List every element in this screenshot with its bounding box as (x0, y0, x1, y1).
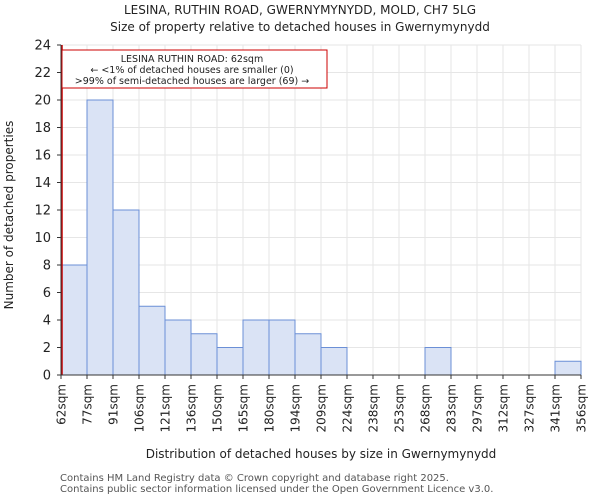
annotation-box: LESINA RUTHIN ROAD: 62sqm ← <1% of detac… (61, 49, 328, 89)
annotation-line-1: LESINA RUTHIN ROAD: 62sqm (121, 54, 263, 65)
histogram-bar (112, 209, 140, 376)
x-tick-label: 150sqm (211, 384, 225, 432)
histogram-bar (320, 347, 348, 376)
histogram-bar (242, 319, 270, 376)
x-tick-label: 194sqm (289, 384, 303, 432)
x-axis-label: Distribution of detached houses by size … (146, 447, 497, 461)
x-tick-label: 268sqm (419, 384, 433, 432)
histogram-bar (554, 360, 582, 376)
annotation-border (61, 49, 328, 89)
y-tick-label: 4 (43, 314, 51, 329)
x-tick-label: 238sqm (367, 384, 381, 432)
x-tick-label: 180sqm (263, 384, 277, 432)
y-tick-label: 24 (34, 39, 51, 54)
annotation-line-2: ← <1% of detached houses are smaller (0) (90, 65, 293, 76)
x-tick-label: 106sqm (133, 384, 147, 432)
x-tick-label: 62sqm (55, 384, 69, 425)
histogram-bar (138, 305, 166, 376)
x-tick-label: 327sqm (523, 384, 537, 432)
y-tick-label: 22 (34, 66, 51, 81)
x-tick-label: 136sqm (185, 384, 199, 432)
x-tick-labels: 62sqm 77sqm 91sqm 106sqm 121sqm 136sqm 150sqm 1… (55, 375, 589, 432)
x-tick-label: 341sqm (549, 384, 563, 432)
x-tick-label: 209sqm (315, 384, 329, 432)
histogram-bar (294, 333, 322, 376)
y-tick-label: 14 (34, 176, 51, 191)
x-tick-label: 121sqm (159, 384, 173, 432)
x-tick-label: 224sqm (341, 384, 355, 432)
y-tick-label: 12 (34, 204, 51, 219)
annotation-line-3: >99% of semi-detached houses are larger … (75, 76, 309, 87)
histogram-bar (60, 264, 88, 376)
x-tick-label: 356sqm (575, 384, 589, 432)
x-tick-label: 297sqm (471, 384, 485, 432)
histogram-bar (268, 319, 296, 376)
chart-title-address: LESINA, RUTHIN ROAD, GWERNYMYNYDD, MOLD,… (123, 3, 476, 17)
y-tick-label: 0 (43, 369, 51, 384)
histogram-bar (424, 347, 452, 376)
histogram-bar (216, 347, 244, 376)
y-tick-label: 20 (34, 94, 51, 109)
x-tick-label: 283sqm (445, 384, 459, 432)
histogram-bar (190, 333, 218, 376)
footer-copyright: Contains HM Land Registry data © Crown c… (60, 473, 449, 484)
x-tick-label: 312sqm (497, 384, 511, 432)
y-tick-label: 10 (34, 231, 51, 246)
y-tick-label: 16 (34, 149, 51, 164)
y-tick-label: 6 (43, 286, 51, 301)
histogram-bar (86, 99, 114, 376)
x-tick-label: 91sqm (107, 384, 121, 425)
chart-title: Size of property relative to detached ho… (110, 20, 490, 34)
histogram-bar (164, 319, 192, 376)
footer-licence: Contains public sector information licen… (60, 484, 494, 495)
x-tick-label: 165sqm (237, 384, 251, 432)
y-tick-label: 8 (43, 259, 51, 274)
x-tick-label: 77sqm (81, 384, 95, 425)
x-tick-label: 253sqm (393, 384, 407, 432)
y-axis-label: Number of detached properties (2, 121, 16, 310)
y-tick-label: 2 (43, 341, 51, 356)
y-tick-label: 18 (34, 121, 51, 136)
bars (60, 99, 582, 376)
